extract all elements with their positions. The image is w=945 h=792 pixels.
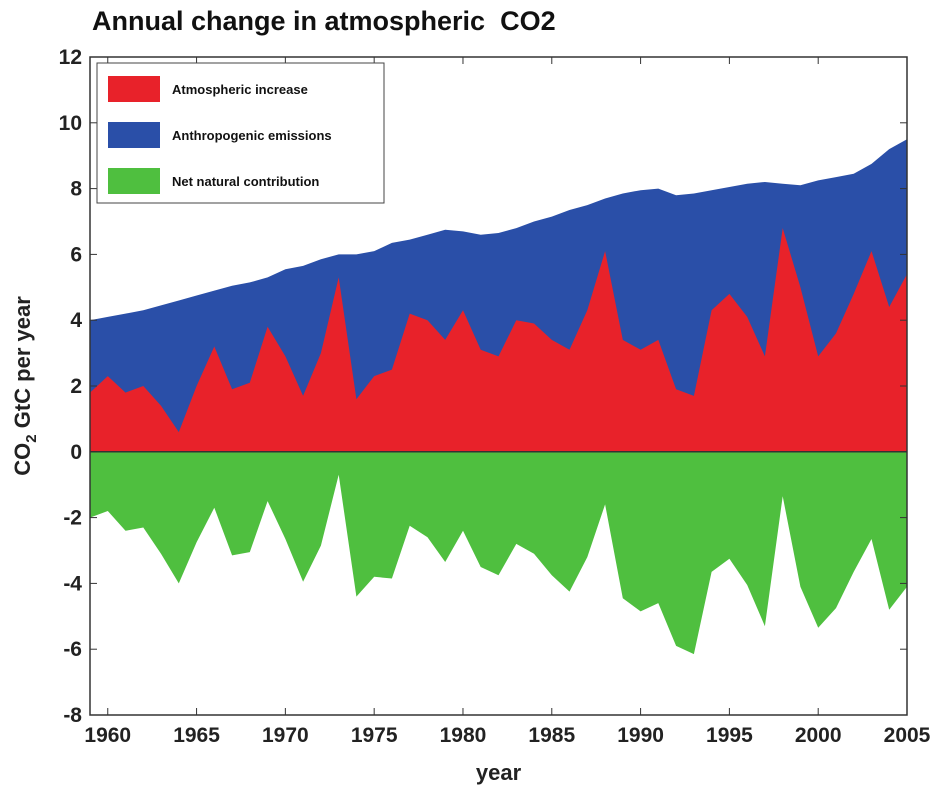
x-tick-label: 1960: [84, 724, 131, 747]
y-axis-label: CO2 GtC per year: [10, 296, 40, 476]
area-net-natural-contribution: [90, 451, 907, 655]
x-tick-label: 2005: [884, 724, 931, 747]
legend-swatch: [108, 122, 160, 148]
y-tick-label: 10: [59, 112, 82, 135]
y-tick-label: -4: [63, 572, 82, 595]
legend-label: Anthropogenic emissions: [172, 128, 332, 143]
x-axis-label: year: [476, 760, 522, 785]
y-tick-label: 0: [70, 441, 82, 464]
y-tick-label: 2: [70, 375, 82, 398]
x-tick-label: 1980: [440, 724, 487, 747]
y-tick-label: -2: [63, 507, 82, 530]
chart-title: Annual change in atmospheric CO2: [92, 6, 556, 36]
y-tick-label: 6: [70, 243, 82, 266]
x-tick-label: 1975: [351, 724, 398, 747]
y-tick-label: 8: [70, 178, 82, 201]
legend: Atmospheric increase Anthropogenic emissi…: [96, 62, 385, 204]
y-tick-label: 4: [70, 309, 82, 332]
x-tick-label: 1995: [706, 724, 753, 747]
y-tick-label: -8: [63, 704, 82, 727]
y-axis-label-main: CO: [10, 443, 35, 476]
area-atmospheric-increase: [90, 228, 907, 452]
y-axis-label-rest: GtC per year: [10, 296, 35, 435]
tick-layer: -8 -6 -4 -2 0 2 4 6 8 10 12 1960 1965 1970 1975 1980 198…: [59, 46, 931, 747]
x-tick-label: 1990: [617, 724, 664, 747]
y-tick-label: -6: [63, 638, 82, 661]
x-tick-label: 1965: [173, 724, 220, 747]
y-tick-label: 12: [59, 46, 82, 69]
x-tick-label: 1985: [528, 724, 575, 747]
x-tick-label: 1970: [262, 724, 309, 747]
legend-label: Atmospheric increase: [172, 82, 308, 97]
y-axis-label-subscript: 2: [23, 434, 40, 442]
legend-label: Net natural contribution: [172, 174, 319, 189]
legend-swatch: [108, 168, 160, 194]
x-tick-label: 2000: [795, 724, 842, 747]
area-layer: [90, 139, 907, 655]
legend-swatch: [108, 76, 160, 102]
